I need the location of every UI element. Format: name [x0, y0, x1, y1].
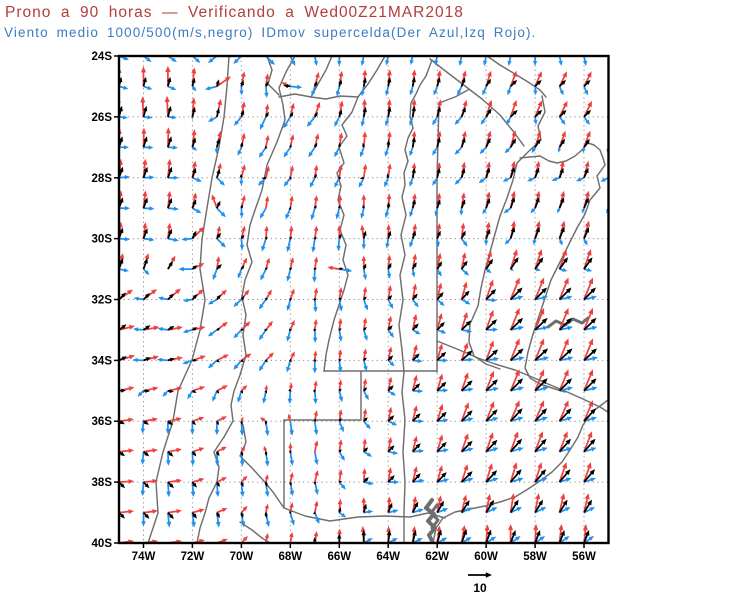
svg-text:72W: 72W [181, 551, 205, 563]
svg-text:24S: 24S [92, 51, 113, 63]
svg-text:40S: 40S [92, 538, 113, 550]
svg-text:26S: 26S [92, 112, 113, 124]
svg-text:32S: 32S [92, 295, 113, 307]
svg-text:38S: 38S [92, 477, 113, 489]
svg-text:36S: 36S [92, 416, 113, 428]
svg-text:56W: 56W [572, 551, 596, 563]
svg-text:34S: 34S [92, 355, 113, 367]
svg-text:68W: 68W [278, 551, 302, 563]
svg-text:10: 10 [473, 581, 487, 595]
svg-text:Prono a 90 horas — Verificando: Prono a 90 horas — Verificando a Wed00Z2… [5, 4, 464, 21]
svg-text:62W: 62W [425, 551, 449, 563]
svg-text:28S: 28S [92, 173, 113, 185]
svg-text:30S: 30S [92, 234, 113, 246]
svg-text:66W: 66W [327, 551, 351, 563]
svg-text:Viento medio 1000/500(m/s,negr: Viento medio 1000/500(m/s,negro) IDmov s… [4, 25, 537, 40]
svg-text:64W: 64W [376, 551, 400, 563]
svg-text:74W: 74W [132, 551, 156, 563]
svg-text:70W: 70W [230, 551, 254, 563]
svg-text:58W: 58W [523, 551, 547, 563]
svg-text:60W: 60W [474, 551, 498, 563]
